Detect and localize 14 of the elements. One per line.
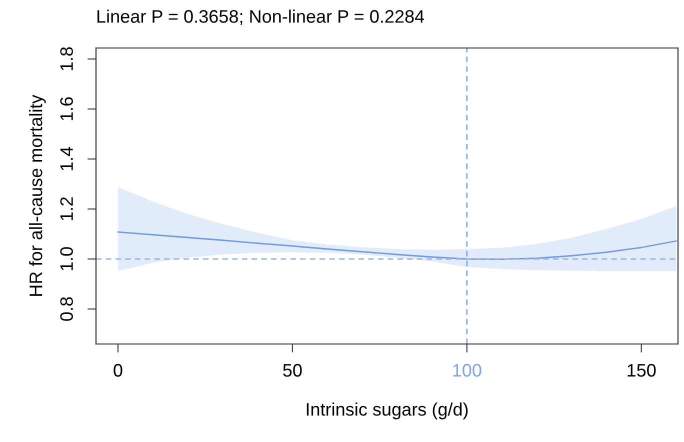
y-tick-label: 1.6 <box>60 97 73 120</box>
y-tick-label: 1.8 <box>60 47 73 70</box>
x-tick-label: 50 <box>283 364 302 377</box>
x-tick-label: 0 <box>114 364 122 377</box>
x-tick-label: 100 <box>453 364 482 377</box>
chart-title: Linear P = 0.3658; Non-linear P = 0.2284 <box>97 10 424 25</box>
x-tick-label: 150 <box>628 364 656 377</box>
y-tick-label: 1.0 <box>60 247 73 270</box>
y-tick-label: 0.8 <box>60 297 73 321</box>
y-tick-label: 1.2 <box>60 197 73 220</box>
line-series <box>117 231 677 260</box>
y-tick-label: 1.4 <box>60 146 73 170</box>
y-axis-title: HR for all-cause mortality <box>29 94 46 296</box>
x-axis-title: Intrinsic sugars (g/d) <box>306 402 468 420</box>
